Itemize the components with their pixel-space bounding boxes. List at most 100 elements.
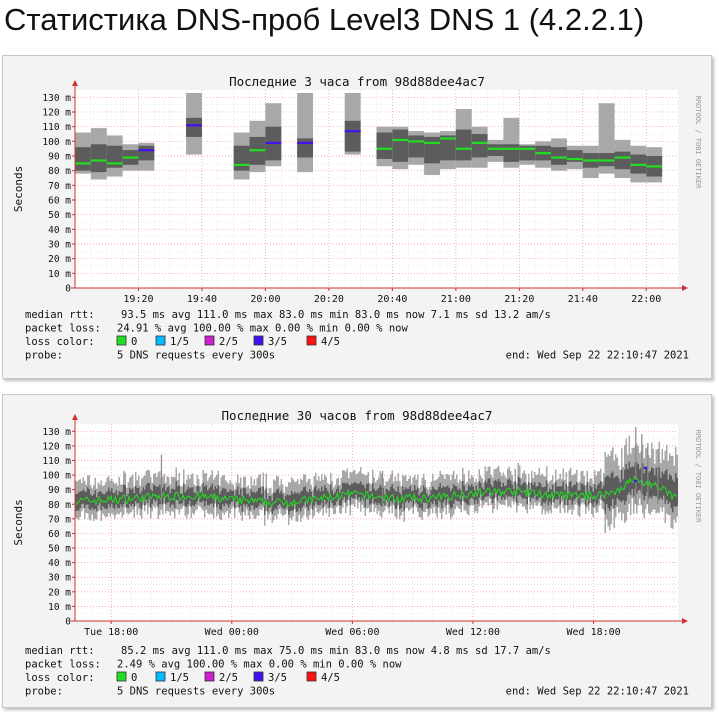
y-tick-label: 70 m xyxy=(48,514,71,525)
y-tick-label: 60 m xyxy=(48,529,71,540)
smoke-inner xyxy=(111,488,113,504)
smoke-inner xyxy=(544,486,546,504)
smoke-inner xyxy=(174,489,176,509)
smoke-inner xyxy=(348,484,350,495)
smoke-inner xyxy=(565,483,567,499)
graph-30-hours: Последние 30 часов from 98d88dee4ac7 Seco… xyxy=(2,394,712,708)
legend-swatch xyxy=(204,335,215,346)
smoke-inner xyxy=(477,490,479,504)
smoke-inner xyxy=(551,147,567,165)
y-tick-label: 0 xyxy=(65,617,71,628)
smoke-inner xyxy=(576,482,578,498)
median-marker xyxy=(138,149,155,152)
smoke-inner xyxy=(270,496,272,508)
median-marker xyxy=(408,140,425,143)
smoke-inner xyxy=(333,494,335,507)
legend-swatch xyxy=(253,335,264,346)
smoke-inner xyxy=(424,136,440,164)
smoke-inner xyxy=(234,495,236,509)
smoke-inner xyxy=(373,488,375,505)
smoke-inner xyxy=(205,484,207,502)
smoke-inner xyxy=(297,138,314,158)
smoke-inner xyxy=(630,467,632,496)
smoke-inner xyxy=(424,488,426,503)
smoke-inner xyxy=(670,475,672,509)
median-marker xyxy=(186,124,202,127)
smoke-inner xyxy=(129,488,131,505)
smoke-inner xyxy=(426,493,428,504)
median-marker xyxy=(471,141,488,144)
smoke-inner xyxy=(343,482,345,497)
smoke-inner xyxy=(321,486,323,503)
smoke-inner xyxy=(673,481,675,507)
y-tick-label: 80 m xyxy=(48,166,71,177)
page-title: Статистика DNS-проб Level3 DNS 1 (4.2.2.… xyxy=(4,2,645,37)
smoke-inner xyxy=(267,499,269,512)
smoke-inner xyxy=(85,492,87,505)
smoke-inner xyxy=(406,488,408,501)
legend-label: 1/5 xyxy=(170,336,189,348)
median-marker xyxy=(503,147,520,150)
smoke-inner xyxy=(508,478,510,497)
smoke-inner xyxy=(643,473,645,501)
smoke-inner xyxy=(660,477,662,498)
smoke-inner xyxy=(562,481,564,500)
smoke-inner xyxy=(244,488,246,507)
median-line xyxy=(74,475,677,509)
y-tick-label: 10 m xyxy=(48,602,71,613)
smoke-inner xyxy=(222,487,224,505)
median-marker xyxy=(535,152,552,155)
smoke-inner xyxy=(552,484,554,497)
smoke-inner xyxy=(498,478,500,496)
smoke-inner xyxy=(392,129,409,162)
graph-3-hours: Последние 3 часа from 98d88dee4ac7 Second… xyxy=(2,55,712,379)
smoke-inner xyxy=(280,490,282,507)
smoke-inner xyxy=(471,134,488,158)
smoke-inner xyxy=(393,488,395,500)
smoke-inner xyxy=(546,480,548,501)
smoke-inner xyxy=(233,145,250,171)
smoke-inner xyxy=(201,491,203,503)
smoke-inner xyxy=(135,485,137,502)
median-marker xyxy=(392,138,409,142)
smoke-inner xyxy=(342,482,344,500)
smoke-inner xyxy=(352,483,354,499)
smoke-inner xyxy=(90,144,107,173)
median-marker xyxy=(376,147,393,150)
smoke-inner xyxy=(385,488,387,500)
smoke-inner xyxy=(247,493,249,508)
smoke-inner xyxy=(162,487,164,505)
smoke-inner xyxy=(327,490,329,503)
y-tick-label: 30 m xyxy=(48,573,71,584)
smoke-inner xyxy=(273,492,275,511)
smoke-inner xyxy=(117,495,119,508)
smoke-inner xyxy=(619,482,621,502)
smoke-inner xyxy=(186,489,188,508)
smoke-inner xyxy=(277,488,279,506)
smoke-inner xyxy=(658,467,660,500)
smoke-inner xyxy=(102,493,104,507)
smoke-inner xyxy=(361,484,363,499)
y-tick-label: 40 m xyxy=(48,558,71,569)
smoke-inner xyxy=(579,490,581,507)
smoke-inner xyxy=(570,481,572,500)
y-axis-label: Seconds xyxy=(12,166,25,212)
smoke-inner xyxy=(250,489,252,506)
legend-swatch xyxy=(155,671,166,682)
smoke-inner xyxy=(130,489,132,506)
x-tick-label: Wed 06:00 xyxy=(325,627,379,638)
smoke-inner xyxy=(357,483,359,500)
legend-swatch xyxy=(253,671,264,682)
median-rtt-values: 93.5 ms avg 111.0 ms max 83.0 ms min 83.… xyxy=(121,309,551,321)
median-marker xyxy=(75,162,91,165)
smoke-inner xyxy=(558,486,560,499)
smoke-inner xyxy=(87,487,89,505)
smoke-inner xyxy=(121,492,123,508)
smoke-inner xyxy=(271,500,273,515)
smoke-inner xyxy=(355,483,357,495)
smoke-inner xyxy=(574,484,576,499)
median-marker xyxy=(630,163,647,166)
rrdtool-credit: RRDTOOL / TOBI OETIKER xyxy=(694,430,702,524)
x-axis-arrow xyxy=(682,285,688,291)
smoke-inner xyxy=(471,483,473,498)
